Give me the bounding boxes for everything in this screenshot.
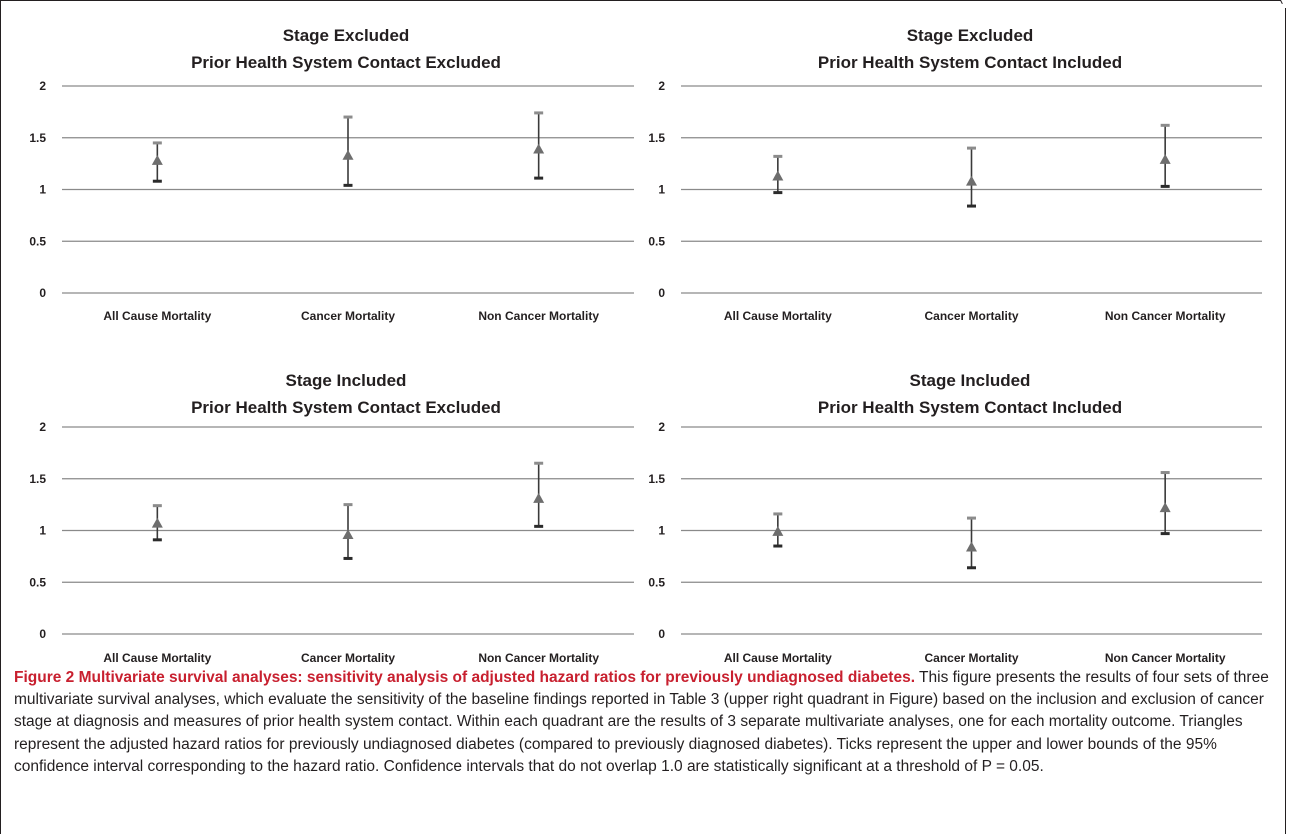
x-category-label: All Cause Mortality	[103, 309, 211, 323]
x-category-label: Cancer Mortality	[924, 309, 1018, 323]
chart-panel-bottom-left: Stage Included Prior Health System Contac…	[29, 371, 634, 665]
y-tick-label: 2	[39, 420, 46, 434]
hazard-ratio-marker	[966, 541, 977, 552]
hazard-ratio-marker	[533, 492, 545, 503]
y-tick-label: 2	[658, 420, 665, 434]
figure-charts: Stage Excluded Prior Health System Contac…	[29, 26, 1262, 665]
y-tick-label: 1.5	[29, 472, 46, 486]
x-category-label: All Cause Mortality	[724, 651, 832, 665]
hazard-ratio-marker	[151, 517, 163, 528]
chart-title-line-1: Stage Included	[286, 371, 407, 390]
y-tick-label: 0	[39, 627, 46, 641]
chart-panel-top-right: Stage Excluded Prior Health System Contac…	[648, 26, 1262, 323]
x-category-label: Cancer Mortality	[301, 651, 395, 665]
y-tick-label: 0	[39, 286, 46, 300]
y-tick-label: 0.5	[29, 234, 46, 248]
frame-top-border	[0, 0, 1281, 1]
y-tick-label: 2	[658, 79, 665, 93]
y-tick-label: 0.5	[648, 575, 665, 589]
y-tick-label: 0	[658, 627, 665, 641]
hazard-ratio-marker	[1159, 153, 1171, 164]
hazard-ratio-marker	[342, 149, 354, 160]
y-tick-label: 1.5	[648, 131, 665, 145]
x-category-label: Cancer Mortality	[301, 309, 395, 323]
caption-lead: Figure 2 Multivariate survival analyses:…	[14, 669, 916, 686]
y-tick-label: 2	[39, 79, 46, 93]
y-tick-label: 1	[39, 183, 46, 197]
x-category-label: All Cause Mortality	[103, 651, 211, 665]
chart-title-line-2: Prior Health System Contact Excluded	[191, 398, 501, 417]
chart-title-line-2: Prior Health System Contact Included	[818, 53, 1122, 72]
x-category-label: Cancer Mortality	[924, 651, 1018, 665]
x-category-label: Non Cancer Mortality	[478, 651, 599, 665]
hazard-ratio-marker	[1159, 502, 1171, 513]
hazard-ratio-marker	[772, 170, 784, 181]
chart-title-line-1: Stage Excluded	[283, 26, 410, 45]
y-tick-label: 1.5	[29, 131, 46, 145]
y-tick-label: 0	[658, 286, 665, 300]
hazard-ratio-marker	[342, 529, 354, 540]
chart-title-line-2: Prior Health System Contact Included	[818, 398, 1122, 417]
chart-title-line-1: Stage Included	[910, 371, 1031, 390]
hazard-ratio-marker	[151, 155, 163, 165]
hazard-ratio-marker	[772, 526, 784, 536]
chart-panel-top-left: Stage Excluded Prior Health System Contac…	[29, 26, 634, 323]
caption-body: This figure presents the results of four…	[14, 669, 1269, 775]
y-tick-label: 1	[658, 183, 665, 197]
frame-left-border	[0, 0, 1, 834]
y-tick-label: 0.5	[648, 234, 665, 248]
y-tick-label: 1	[39, 524, 46, 538]
chart-title-line-2: Prior Health System Contact Excluded	[191, 53, 501, 72]
x-category-label: Non Cancer Mortality	[1105, 309, 1226, 323]
y-tick-label: 1.5	[648, 472, 665, 486]
y-tick-label: 0.5	[29, 575, 46, 589]
x-category-label: Non Cancer Mortality	[1105, 651, 1226, 665]
hazard-ratio-marker	[533, 143, 545, 154]
chart-panel-bottom-right: Stage Included Prior Health System Contac…	[648, 371, 1262, 665]
chart-title-line-1: Stage Excluded	[907, 26, 1034, 45]
x-category-label: All Cause Mortality	[724, 309, 832, 323]
x-category-label: Non Cancer Mortality	[478, 309, 599, 323]
y-tick-label: 1	[658, 524, 665, 538]
hazard-ratio-marker	[966, 175, 977, 186]
figure-caption: Figure 2 Multivariate survival analyses:…	[14, 667, 1284, 778]
frame-right-border	[1285, 8, 1286, 834]
